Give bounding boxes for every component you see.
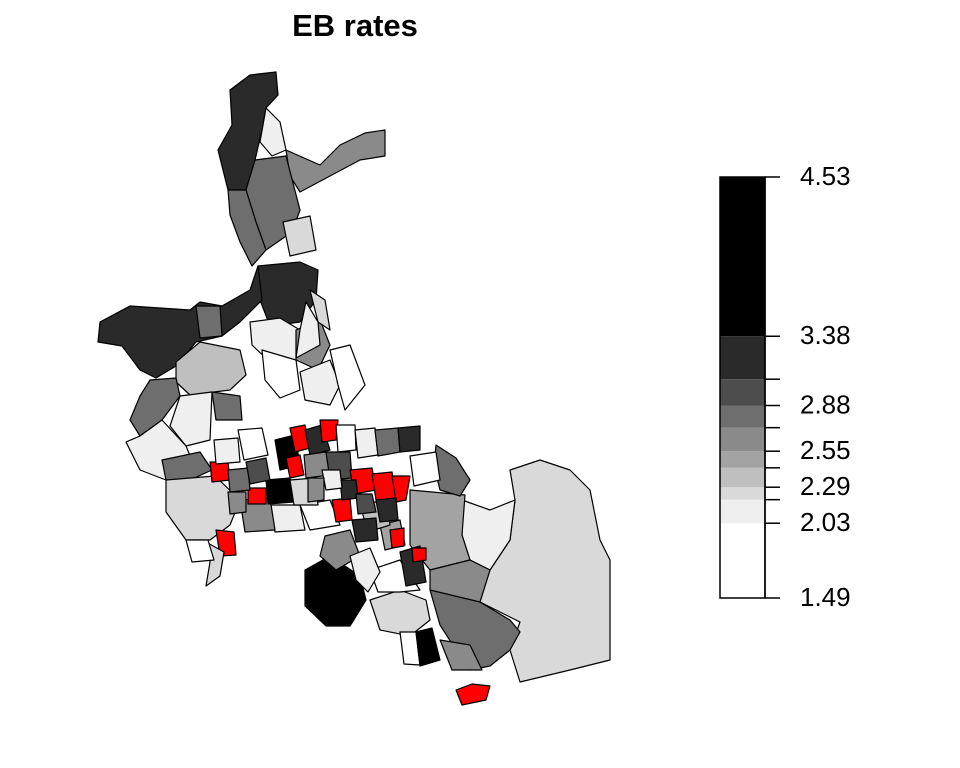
legend-tick-label: 1.49 (800, 582, 851, 612)
region (247, 487, 267, 505)
region (195, 305, 223, 339)
region (319, 529, 361, 571)
region (209, 461, 231, 483)
region (97, 265, 263, 379)
region (389, 527, 405, 549)
region (374, 427, 401, 457)
region (261, 349, 301, 399)
region (331, 497, 353, 523)
region (215, 529, 237, 557)
region (237, 427, 269, 461)
region (185, 539, 215, 563)
region (455, 683, 491, 706)
legend-band (720, 379, 765, 406)
region (227, 491, 247, 515)
region (354, 427, 379, 459)
region (211, 391, 243, 421)
region (329, 344, 366, 411)
legend-tick-label: 2.03 (800, 507, 851, 537)
region (227, 189, 267, 267)
region (245, 457, 271, 485)
region (397, 425, 421, 453)
legend-band (720, 499, 765, 524)
region (282, 215, 317, 257)
region (439, 639, 483, 671)
region (169, 391, 213, 447)
region (175, 341, 247, 396)
region (295, 301, 321, 359)
region (415, 627, 441, 667)
region (307, 477, 325, 503)
region (161, 451, 213, 481)
legend-tick-label: 2.55 (800, 435, 851, 465)
region (349, 547, 381, 593)
legend-band (720, 405, 765, 428)
region (299, 499, 341, 531)
region (335, 424, 357, 453)
legend-band (720, 427, 765, 452)
legend-tick-label: 2.88 (800, 389, 851, 419)
region (339, 479, 359, 501)
region (375, 497, 399, 523)
legend-band (720, 487, 765, 500)
legend-band (720, 451, 765, 468)
region (217, 71, 279, 191)
region (299, 359, 341, 406)
region (433, 444, 471, 497)
legend-tick-label: 3.38 (800, 320, 851, 350)
regions (97, 71, 611, 706)
legend-band (720, 177, 765, 337)
region (319, 419, 339, 443)
legend-tick-label: 4.53 (800, 161, 851, 191)
legend-band (720, 336, 765, 380)
legend-tick-label: 2.29 (800, 471, 851, 501)
region (285, 129, 386, 193)
region (411, 547, 427, 563)
region (321, 469, 343, 491)
region (259, 107, 287, 157)
region (351, 517, 379, 543)
legend: 1.49 2.03 2.29 2.55 2.88 3.38 4.53 (719, 161, 851, 612)
region (213, 437, 241, 465)
region (409, 451, 441, 487)
region (309, 289, 331, 331)
legend-band (720, 523, 765, 598)
region (429, 589, 521, 671)
map-title: EB rates (292, 8, 418, 43)
legend-band (720, 467, 765, 488)
region (227, 467, 251, 493)
region (355, 493, 377, 515)
region (369, 589, 431, 637)
region (391, 475, 411, 503)
region (285, 454, 305, 479)
